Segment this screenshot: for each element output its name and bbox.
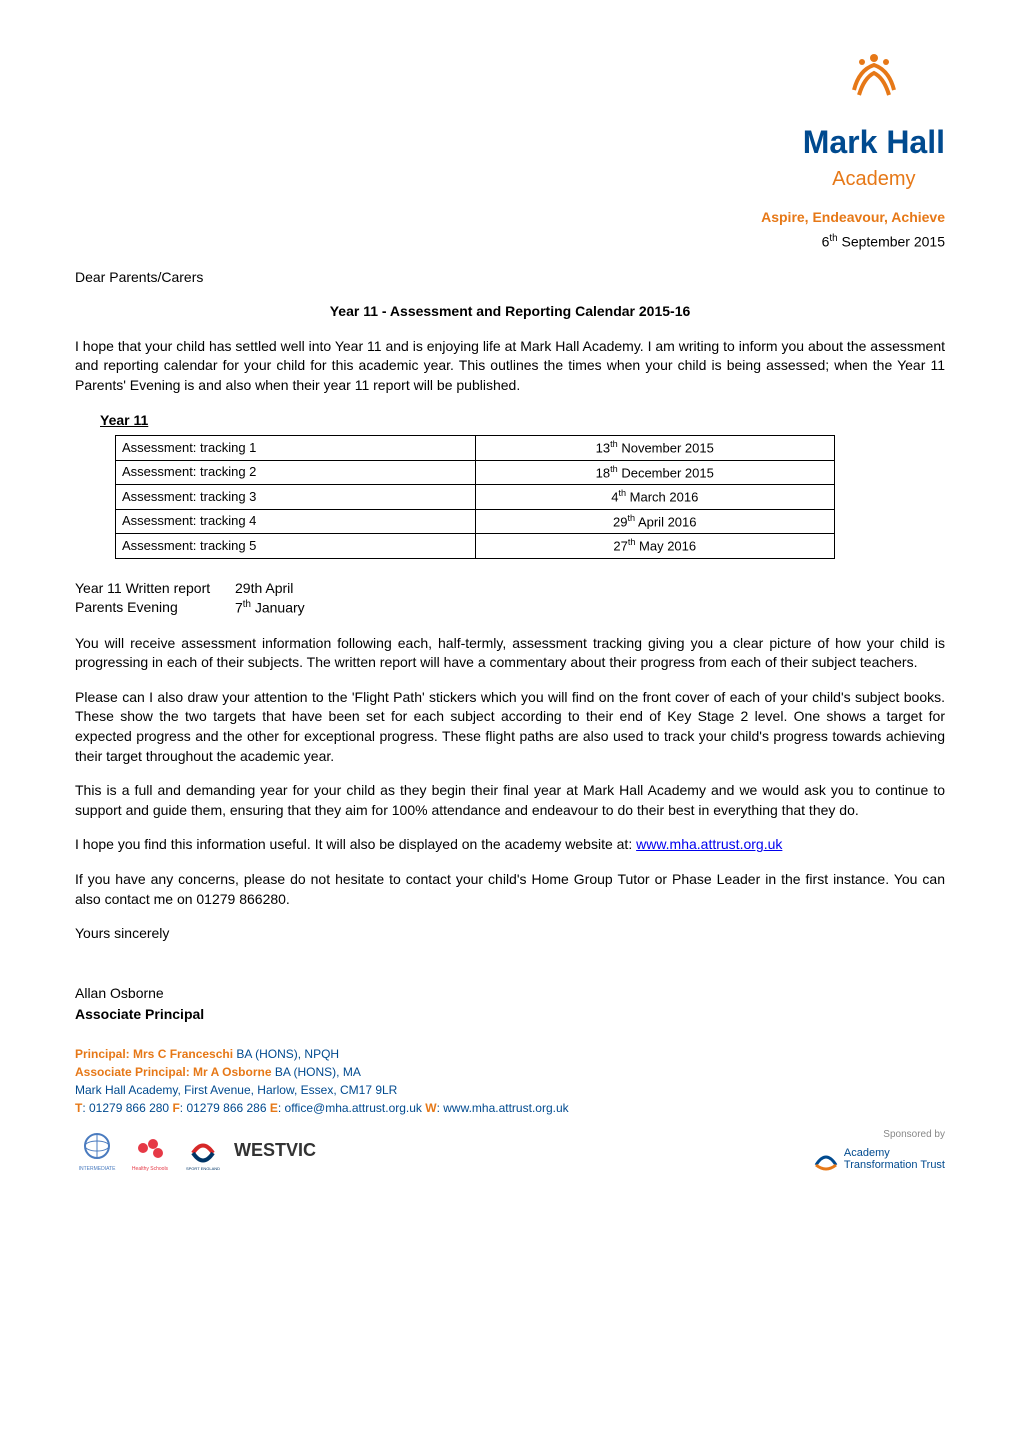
table-row: Assessment: tracking 3 4th March 2016 — [116, 485, 835, 510]
table-row: Assessment: tracking 4 29th April 2016 — [116, 509, 835, 534]
att-logo: Academy Transformation Trust — [812, 1145, 945, 1173]
e-value: : office@mha.attrust.org.uk — [278, 1101, 425, 1115]
paragraph-5: I hope you find this information useful.… — [75, 835, 945, 855]
footer-principal: Principal: Mrs C Franceschi BA (HONS), N… — [75, 1045, 945, 1063]
w-label: W — [425, 1101, 436, 1115]
letterhead: Mark Hall Academy Aspire, Endeavour, Ach… — [75, 40, 945, 253]
assessment-date: 18th December 2015 — [475, 460, 835, 485]
closing: Yours sincerely — [75, 924, 945, 944]
date-ordinal: th — [829, 233, 837, 244]
paragraph-2: You will receive assessment information … — [75, 634, 945, 673]
assessment-label: Assessment: tracking 4 — [116, 509, 476, 534]
svg-text:SPORT ENGLAND: SPORT ENGLAND — [186, 1166, 220, 1171]
paragraph-3: Please can I also draw your attention to… — [75, 688, 945, 766]
assessment-table: Assessment: tracking 1 13th November 201… — [115, 435, 835, 559]
logo-text-main: Mark Hall — [803, 120, 945, 165]
table-row: Assessment: tracking 5 27th May 2016 — [116, 534, 835, 559]
assessment-date: 13th November 2015 — [475, 436, 835, 461]
att-swoosh-icon — [812, 1145, 840, 1173]
assessment-label: Assessment: tracking 5 — [116, 534, 476, 559]
footer-contact: T: 01279 866 280 F: 01279 866 286 E: off… — [75, 1099, 945, 1117]
letter-date: 6th September 2015 — [822, 232, 945, 252]
att-line2: Transformation Trust — [844, 1159, 945, 1171]
parents-label: Parents Evening — [75, 598, 235, 618]
footer-address: Mark Hall Academy, First Avenue, Harlow,… — [75, 1081, 945, 1099]
associate-quals: BA (HONS), MA — [272, 1065, 361, 1079]
date-rest: September 2015 — [838, 234, 945, 250]
school-logo-icon — [834, 40, 914, 120]
year-heading: Year 11 — [100, 411, 945, 431]
principal-quals: BA (HONS), NPQH — [233, 1047, 339, 1061]
sponsor-label: Sponsored by — [883, 1127, 945, 1142]
sport-england-icon: SPORT ENGLAND — [181, 1128, 226, 1173]
svg-text:Healthy Schools: Healthy Schools — [132, 1166, 169, 1172]
accreditation-logos: INTERMEDIATE Healthy Schools SPORT ENGLA… — [75, 1128, 316, 1173]
svg-text:INTERMEDIATE: INTERMEDIATE — [79, 1166, 117, 1172]
footer: Principal: Mrs C Franceschi BA (HONS), N… — [75, 1045, 945, 1173]
w-value: : www.mha.attrust.org.uk — [437, 1101, 569, 1115]
paragraph-6: If you have any concerns, please do not … — [75, 870, 945, 909]
salutation: Dear Parents/Carers — [75, 268, 945, 288]
f-label: F — [172, 1101, 179, 1115]
paragraph-1: I hope that your child has settled well … — [75, 337, 945, 396]
principal-label: Principal: Mrs C Franceschi — [75, 1047, 233, 1061]
t-value: : 01279 866 280 — [82, 1101, 172, 1115]
assessment-date: 29th April 2016 — [475, 509, 835, 534]
international-school-award-icon: INTERMEDIATE — [75, 1128, 120, 1173]
assessment-label: Assessment: tracking 3 — [116, 485, 476, 510]
assessment-label: Assessment: tracking 1 — [116, 436, 476, 461]
paragraph-4: This is a full and demanding year for yo… — [75, 781, 945, 820]
assessment-label: Assessment: tracking 2 — [116, 460, 476, 485]
footer-associate: Associate Principal: Mr A Osborne BA (HO… — [75, 1063, 945, 1081]
westvic-logo: WESTVIC — [234, 1137, 316, 1164]
e-label: E — [270, 1101, 278, 1115]
para5-text: I hope you find this information useful.… — [75, 836, 636, 852]
assessment-date: 4th March 2016 — [475, 485, 835, 510]
associate-label: Associate Principal: Mr A Osborne — [75, 1065, 272, 1079]
footer-logos: INTERMEDIATE Healthy Schools SPORT ENGLA… — [75, 1127, 945, 1173]
logo-area: Mark Hall Academy — [803, 40, 945, 193]
document-title: Year 11 - Assessment and Reporting Calen… — [75, 302, 945, 322]
assessment-date: 27th May 2016 — [475, 534, 835, 559]
schedule-row: Parents Evening 7th January — [75, 598, 945, 618]
healthy-schools-icon: Healthy Schools — [128, 1128, 173, 1173]
report-date: 29th April — [235, 579, 293, 599]
logo-text-sub: Academy — [832, 165, 915, 193]
parents-date: 7th January — [235, 598, 305, 618]
signatory-name: Allan Osborne — [75, 984, 945, 1004]
website-link[interactable]: www.mha.attrust.org.uk — [636, 836, 782, 852]
table-row: Assessment: tracking 2 18th December 201… — [116, 460, 835, 485]
schedule-block: Year 11 Written report 29th April Parent… — [75, 579, 945, 619]
schedule-row: Year 11 Written report 29th April — [75, 579, 945, 599]
report-label: Year 11 Written report — [75, 579, 235, 599]
att-text: Academy Transformation Trust — [844, 1147, 945, 1171]
att-line1: Academy — [844, 1147, 945, 1159]
westvic-text: WESTVIC — [234, 1137, 316, 1164]
tagline: Aspire, Endeavour, Achieve — [761, 208, 945, 228]
f-value: : 01279 866 286 — [180, 1101, 270, 1115]
signatory-title: Associate Principal — [75, 1005, 945, 1025]
sponsor-area: Sponsored by Academy Transformation Trus… — [812, 1127, 945, 1173]
signature-block: Allan Osborne Associate Principal — [75, 984, 945, 1025]
table-row: Assessment: tracking 1 13th November 201… — [116, 436, 835, 461]
